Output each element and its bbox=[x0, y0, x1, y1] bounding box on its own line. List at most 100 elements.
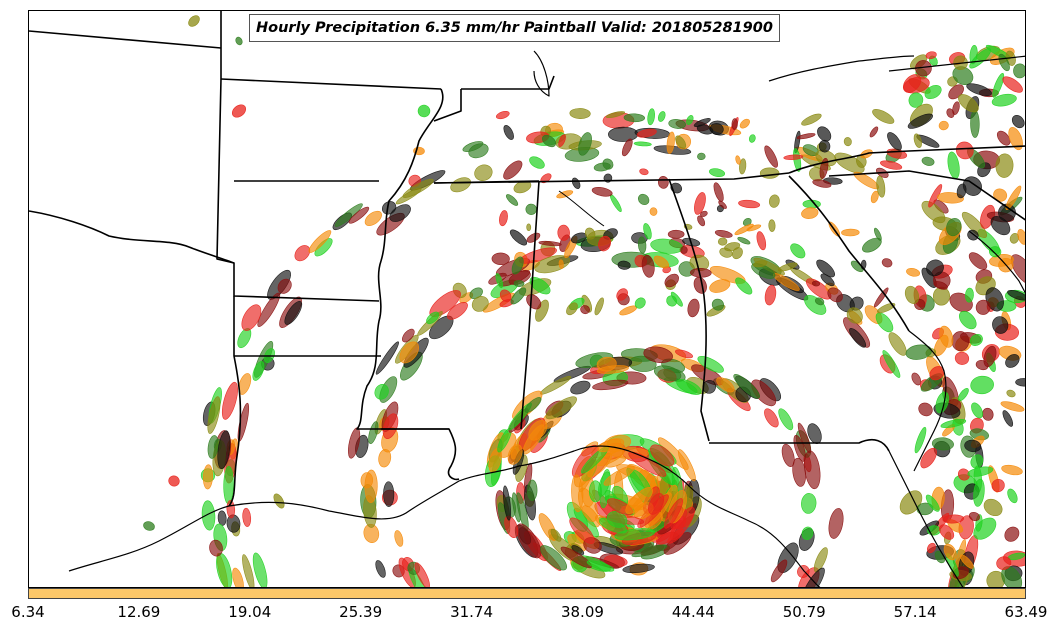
paintball-blob bbox=[447, 302, 468, 320]
paintball-blob bbox=[925, 51, 937, 60]
paintball-blob bbox=[801, 526, 814, 540]
paintball-blob bbox=[952, 101, 960, 115]
colorbar-tick-label: 19.04 bbox=[228, 603, 272, 621]
paintball-blob bbox=[970, 109, 980, 138]
paintball-blob bbox=[364, 469, 378, 504]
florida-east-coast bbox=[888, 450, 964, 587]
paintball-blob bbox=[622, 563, 655, 574]
paintball-blob bbox=[503, 125, 514, 140]
paintball-blob bbox=[1006, 389, 1016, 398]
paintball-blob bbox=[804, 450, 821, 490]
mississippi-river bbox=[356, 88, 460, 481]
paintball-blob bbox=[960, 554, 974, 569]
paintball-blob bbox=[814, 297, 825, 306]
paintball-blob bbox=[801, 493, 817, 514]
paintball-blob bbox=[1002, 410, 1014, 427]
paintball-blob bbox=[764, 145, 778, 168]
paintball-blob bbox=[937, 192, 964, 204]
paintball-blob bbox=[817, 126, 832, 142]
paintball-blob bbox=[589, 480, 602, 503]
paintball-blob bbox=[711, 298, 724, 311]
paintball-blob bbox=[364, 210, 382, 226]
paintball-blob bbox=[368, 421, 379, 444]
paintball-blob bbox=[540, 545, 568, 571]
paintball-blob bbox=[921, 156, 935, 166]
paintball-blob bbox=[348, 206, 370, 224]
paintball-blob bbox=[756, 231, 767, 251]
paintball-blob bbox=[952, 66, 974, 86]
paintball-blob bbox=[939, 524, 955, 540]
paintball-blob bbox=[507, 444, 523, 465]
paintball-blob bbox=[975, 299, 991, 315]
paintball-blob bbox=[816, 259, 835, 278]
paintball-blob bbox=[658, 175, 669, 189]
paintball-blob bbox=[273, 493, 285, 509]
paintball-blob bbox=[793, 148, 802, 172]
paintball-blob bbox=[608, 126, 639, 142]
paintball-blob bbox=[578, 132, 592, 156]
paintball-blob bbox=[516, 523, 542, 559]
paintball-blob bbox=[168, 475, 180, 487]
paintball-blob bbox=[926, 259, 944, 277]
paintball-blob bbox=[735, 155, 741, 165]
paintball-blob bbox=[769, 194, 780, 208]
paintball-blob bbox=[637, 236, 647, 254]
paintball-blob bbox=[649, 207, 658, 216]
paintball-blob bbox=[252, 552, 268, 587]
paintball-blob bbox=[940, 419, 967, 429]
border-sc-nc bbox=[828, 170, 1025, 221]
paintball-blob bbox=[1001, 464, 1023, 476]
paintball-blob bbox=[596, 365, 629, 374]
paintball-blob bbox=[237, 402, 250, 442]
paintball-blob bbox=[231, 104, 247, 118]
paintball-blob bbox=[235, 36, 243, 46]
paintball-blob bbox=[569, 517, 595, 544]
paintball-blob bbox=[675, 349, 694, 359]
paintball-blob bbox=[759, 167, 780, 179]
paintball-blob bbox=[991, 478, 1005, 493]
paintball-blob bbox=[1005, 354, 1020, 368]
tn-river bbox=[558, 190, 605, 227]
paintball-blob bbox=[557, 224, 570, 241]
paintball-blob bbox=[716, 377, 735, 393]
paintball-blob bbox=[402, 328, 415, 343]
paintball-blob bbox=[468, 143, 489, 159]
border-al-ga bbox=[668, 178, 710, 442]
paintball-blob bbox=[495, 273, 503, 289]
paintball-blob bbox=[639, 168, 649, 176]
border-ga-fl bbox=[709, 439, 890, 452]
paintball-blob bbox=[571, 177, 581, 189]
paintball-blob bbox=[538, 240, 562, 247]
paintball-blob bbox=[991, 93, 1017, 107]
paintball-blob bbox=[526, 223, 532, 232]
paintball-blob bbox=[996, 556, 1012, 570]
paintball-blob bbox=[528, 419, 548, 441]
paintball-blob bbox=[956, 183, 967, 199]
lake-ontario bbox=[888, 55, 1025, 72]
paintball-blob bbox=[958, 94, 979, 113]
paintball-blob bbox=[643, 346, 673, 363]
paintball-blob bbox=[207, 435, 219, 459]
paintball-blob bbox=[875, 312, 894, 333]
paintball-blob bbox=[812, 179, 832, 188]
border-tx-la bbox=[228, 296, 242, 507]
paintball-blob bbox=[970, 454, 984, 469]
paintball-blob bbox=[580, 305, 590, 315]
paintball-blob bbox=[621, 138, 633, 157]
paintball-blob bbox=[664, 273, 679, 288]
paintball-blob bbox=[888, 332, 907, 356]
paintball-blob bbox=[668, 118, 686, 129]
paintball-blob bbox=[920, 447, 937, 469]
paintball-blob bbox=[614, 528, 656, 541]
paintball-blob bbox=[188, 15, 200, 27]
paintball-blob bbox=[394, 530, 404, 547]
paintball-blob bbox=[764, 284, 777, 306]
paintball-blob bbox=[813, 547, 828, 573]
paintball-blob bbox=[828, 508, 844, 539]
paintball-blob bbox=[375, 341, 399, 375]
paintball-blob bbox=[666, 295, 678, 307]
paintball-blob bbox=[843, 137, 852, 147]
paintball-blob bbox=[643, 223, 652, 240]
map-panel bbox=[28, 10, 1026, 588]
lake-michigan bbox=[533, 50, 550, 97]
